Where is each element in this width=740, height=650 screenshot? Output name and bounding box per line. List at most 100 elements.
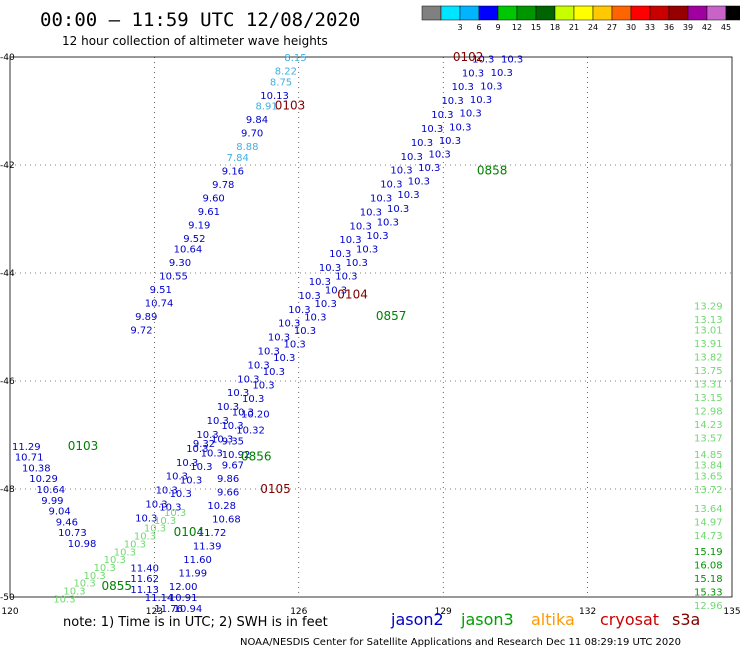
satellite-name-jason2: jason2 — [390, 610, 444, 629]
track-sample-mark: 10.3 — [63, 587, 85, 598]
track-sample-mark: 10.3 — [273, 353, 295, 364]
swh-value-label: 10.13 — [260, 91, 289, 102]
legend-swatch — [611, 5, 632, 21]
track-sample-mark: 10.3 — [258, 346, 280, 357]
track-sample-mark: 10.3 — [237, 374, 259, 385]
pass-time-label: 0105 — [260, 482, 291, 496]
track-sample-mark: 10.3 — [263, 367, 285, 378]
swh-value-label: 9.04 — [49, 507, 71, 518]
track-sample-mark: 10.3 — [387, 204, 409, 215]
swh-value-label: 15.33 — [694, 588, 723, 599]
swh-value-label: 9.52 — [183, 234, 205, 245]
legend-swatch — [497, 5, 518, 21]
legend-value: 30 — [626, 23, 636, 32]
x-tick-label: 132 — [579, 607, 596, 617]
track-sample-mark: 10.3 — [196, 430, 218, 441]
legend-value: 6 — [476, 23, 481, 32]
footer-note: note: 1) Time is in UTC; 2) SWH is in fe… — [63, 615, 328, 630]
swh-value-label: 13.29 — [694, 301, 723, 312]
track-sample-mark: 10.3 — [294, 326, 316, 337]
legend-swatch — [516, 5, 537, 21]
x-tick-label: 135 — [723, 607, 740, 617]
pass-time-label: 0857 — [376, 309, 407, 323]
swh-value-label: 9.51 — [150, 285, 172, 296]
swh-value-label: 15.19 — [694, 547, 723, 558]
track-sample-mark: 10.3 — [180, 475, 202, 486]
legend-value: 27 — [607, 23, 617, 32]
pass-time-label: 0104 — [337, 288, 368, 302]
swh-value-label: 13.82 — [694, 353, 723, 364]
track-sample-mark: 10.3 — [104, 555, 126, 566]
legend-swatch — [592, 5, 613, 21]
y-axis-ticks: -40 -42 -44 -46 -48 -50 — [0, 53, 15, 603]
track-jason2-dense-a: 10.310.310.310.310.310.310.310.310.310.3… — [135, 54, 494, 524]
track-sample-mark: 10.3 — [304, 312, 326, 323]
track-sample-mark: 10.3 — [428, 149, 450, 160]
track-sample-mark: 10.3 — [278, 319, 300, 330]
pass-time-label: 0104 — [174, 525, 205, 539]
swh-value-label: 10.55 — [159, 272, 188, 283]
swh-value-label: 14.73 — [694, 531, 723, 542]
legend-value: 12 — [512, 23, 522, 32]
track-sample-mark: 10.3 — [350, 221, 372, 232]
legend-swatch — [649, 5, 670, 21]
track-sample-mark: 10.3 — [380, 180, 402, 191]
satellite-name-cryosat: cryosat — [600, 610, 659, 629]
y-tick-label: -50 — [0, 593, 15, 603]
track-sample-mark: 10.3 — [164, 508, 186, 519]
swh-value-label: 11.29 — [12, 442, 41, 453]
swh-value-label: 13.13 — [694, 315, 723, 326]
swh-value-label: 12.00 — [169, 582, 198, 593]
swh-value-label: 10.91 — [169, 593, 198, 604]
track-sample-mark: 10.3 — [252, 380, 274, 391]
y-tick-label: -42 — [0, 161, 15, 171]
swh-value-label: 13.64 — [694, 504, 723, 515]
swh-value-label: 9.99 — [41, 496, 63, 507]
pass-time-label: 0855 — [101, 579, 132, 593]
y-tick-label: -40 — [0, 53, 15, 63]
swh-value-label: 9.35 — [222, 436, 244, 447]
x-axis-ticks: 120 123 126 129 132 135 — [1, 607, 740, 617]
swh-value-label: 10.92 — [222, 450, 251, 461]
track-sample-mark: 10.3 — [201, 448, 223, 459]
track-sample-mark: 10.3 — [390, 166, 412, 177]
satellite-name-jason3: jason3 — [460, 610, 514, 629]
grid-lines — [10, 57, 732, 597]
swh-value-label: 10.64 — [174, 245, 203, 256]
track-sample-mark: 10.3 — [166, 472, 188, 483]
track-sample-mark: 10.3 — [176, 458, 198, 469]
swh-value-label: 9.84 — [246, 115, 268, 126]
swh-value-label: 7.84 — [227, 153, 249, 164]
swh-value-label: 10.74 — [145, 299, 174, 310]
legend-swatch — [725, 5, 740, 21]
swh-value-label: 12.98 — [694, 407, 723, 418]
footer-credit: NOAA/NESDIS Center for Satellite Applica… — [240, 637, 681, 648]
legend-value: 18 — [550, 23, 560, 32]
swh-value-label: 11.13 — [130, 585, 159, 596]
track-sample-mark: 10.3 — [73, 579, 95, 590]
swh-value-label: 9.72 — [130, 326, 152, 337]
track-sample-mark: 10.3 — [449, 122, 471, 133]
legend-swatch — [421, 5, 442, 21]
swh-value-label: 13.75 — [694, 366, 723, 377]
track-sample-mark: 10.3 — [370, 193, 392, 204]
track-sample-mark: 10.3 — [397, 190, 419, 201]
track-sample-mark: 10.3 — [462, 68, 484, 79]
legend-value: 36 — [664, 23, 674, 32]
legend-swatch — [440, 5, 461, 21]
track-sample-mark: 10.3 — [144, 524, 166, 535]
track-sample-mark: 10.3 — [366, 231, 388, 242]
x-tick-label: 129 — [435, 607, 452, 617]
swh-value-label: 9.66 — [217, 488, 239, 499]
swh-value-label: 9.70 — [241, 129, 263, 140]
track-sample-mark: 10.3 — [217, 402, 239, 413]
track-sample-mark: 10.3 — [421, 124, 443, 135]
track-sample-mark: 10.3 — [114, 547, 136, 558]
legend-swatch — [459, 5, 480, 21]
swh-labels: 8.15 8.228.75 10.138.91 9.84 9.70 8.887.84 9.1… — [12, 53, 723, 615]
legend-swatch — [573, 5, 594, 21]
track-sample-mark: 10.3 — [299, 291, 321, 302]
swh-value-label: 10.32 — [236, 426, 265, 437]
swh-value-label: 13.65 — [694, 472, 723, 483]
swh-value-label: 8.75 — [270, 77, 292, 88]
